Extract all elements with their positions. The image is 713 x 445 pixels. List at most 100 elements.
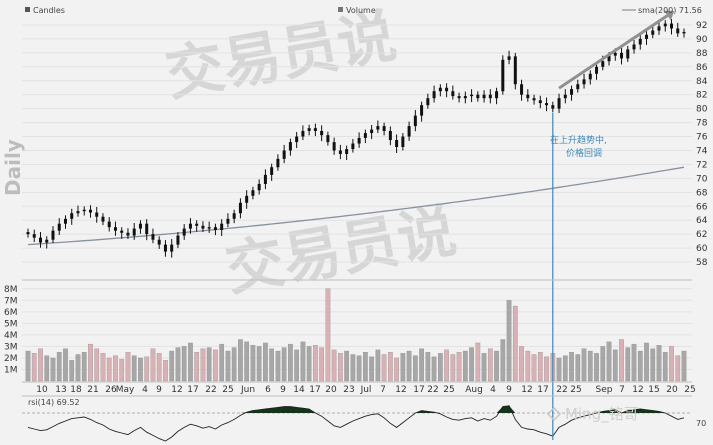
day-tick-label: 17 xyxy=(309,385,320,395)
candle-body xyxy=(195,223,199,226)
candle-body xyxy=(670,23,674,29)
volume-bar xyxy=(213,349,218,382)
volume-bar xyxy=(562,355,568,382)
candle-body xyxy=(107,221,111,228)
candle-body xyxy=(338,150,342,154)
volume-bar xyxy=(244,341,250,382)
candle-body xyxy=(645,34,649,39)
volume-bar xyxy=(431,356,437,382)
candle-body xyxy=(438,87,442,92)
author-watermark: Ming_铭哥 xyxy=(546,405,639,424)
volume-bar xyxy=(556,357,562,382)
volume-bar xyxy=(587,350,593,382)
volume-legend-icon xyxy=(338,7,343,12)
candle-body xyxy=(488,94,492,99)
candles-legend-icon xyxy=(25,7,30,12)
volume-bar xyxy=(250,345,256,382)
volume-bar xyxy=(31,353,37,382)
volume-bar xyxy=(44,355,50,382)
candle-body xyxy=(482,94,486,99)
candle-body xyxy=(413,115,417,127)
volume-bar xyxy=(344,350,349,382)
volume-bar xyxy=(319,347,324,382)
volume-bar xyxy=(175,347,181,382)
candle-body xyxy=(157,239,161,245)
day-tick-label: 22 xyxy=(556,385,567,395)
volume-bar xyxy=(356,355,362,382)
candle-body xyxy=(301,130,305,137)
volume-bar xyxy=(69,360,75,382)
volume-bar xyxy=(25,350,31,382)
candle-body xyxy=(576,84,580,90)
volume-bar xyxy=(156,353,162,382)
volume-bar xyxy=(275,350,281,382)
candle-body xyxy=(426,98,430,106)
day-tick-label: 25 xyxy=(684,385,695,395)
volume-bar xyxy=(288,343,293,382)
volume-bar xyxy=(325,288,331,382)
candle-body xyxy=(332,142,336,151)
candle-body xyxy=(288,142,292,151)
candle-body xyxy=(663,23,667,27)
day-tick-label: 15 xyxy=(648,385,659,395)
candle-body xyxy=(251,190,255,196)
sma-legend: sma(200) 71.56 xyxy=(638,6,702,15)
volume-bar xyxy=(669,346,674,382)
volume-bar xyxy=(437,353,443,382)
volume-bar xyxy=(475,342,481,382)
month-tick-label: Aug xyxy=(465,385,483,395)
volume-bar xyxy=(425,352,431,382)
volume-bar xyxy=(294,349,299,382)
candle-body xyxy=(382,126,386,131)
volume-bar xyxy=(300,341,306,382)
candle-body xyxy=(113,227,117,231)
candle-body xyxy=(101,216,105,222)
day-tick-label: 25 xyxy=(222,385,233,395)
volume-bar xyxy=(406,350,412,382)
volume-bar xyxy=(150,348,156,382)
day-tick-label: 25 xyxy=(443,385,454,395)
volume-series xyxy=(25,288,687,382)
volume-bar xyxy=(394,357,399,382)
candle-body xyxy=(238,202,242,214)
volume-bar xyxy=(106,357,112,382)
volume-bar xyxy=(619,339,624,382)
candle-body xyxy=(388,130,392,141)
day-tick-label: 20 xyxy=(666,385,678,395)
rsi-axis-tick: 70 xyxy=(696,419,706,428)
candle-body xyxy=(376,126,380,130)
volume-bar xyxy=(75,354,81,382)
volume-bar xyxy=(400,353,406,382)
price-tick-label: 60 xyxy=(696,244,708,254)
day-tick-label: 21 xyxy=(87,385,98,395)
candle-body xyxy=(432,91,436,99)
candle-body xyxy=(363,133,367,138)
candle-body xyxy=(70,213,74,219)
candle-body xyxy=(370,129,374,134)
candle-body xyxy=(207,227,211,229)
volume-bar xyxy=(625,347,631,382)
volume-bar xyxy=(100,353,106,382)
candle-body xyxy=(676,28,680,34)
day-tick-label: 12 xyxy=(521,385,532,395)
day-tick-label: 20 xyxy=(325,385,337,395)
volume-bar xyxy=(94,348,100,382)
price-tick-label: 88 xyxy=(696,49,708,59)
volume-bar xyxy=(263,342,268,382)
candle-body xyxy=(551,105,555,109)
price-tick-label: 74 xyxy=(696,146,708,156)
candle-body xyxy=(657,26,661,31)
volume-bar xyxy=(456,352,462,382)
volume-bar xyxy=(381,354,387,382)
volume-bar xyxy=(650,348,656,382)
candle-body xyxy=(501,59,505,92)
volume-bar xyxy=(363,352,368,382)
volume-bar xyxy=(125,352,131,382)
price-tick-label: 76 xyxy=(696,133,708,143)
candle-body xyxy=(463,96,467,99)
day-tick-label: 4 xyxy=(142,385,148,395)
volume-bar xyxy=(594,353,599,382)
